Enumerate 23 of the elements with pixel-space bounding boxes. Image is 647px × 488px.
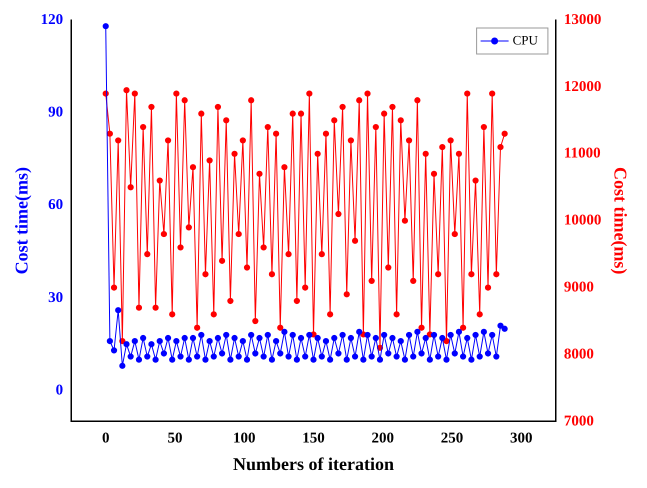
y-tick-label: 30 [48,290,64,306]
y2-tick-label: 7000 [564,413,594,430]
y2-tick-label: 12000 [564,78,602,95]
y-tick-label: 120 [40,12,64,28]
y-tick-label: 90 [48,104,64,121]
x-tick-label: 50 [167,430,182,446]
y2-tick-label: 11000 [564,146,601,162]
x-tick-label: 100 [232,430,256,446]
y-axis-title: Cost time(ms) [11,166,32,274]
y2-tick-label: 8000 [564,346,594,362]
x-tick-label: 200 [372,430,394,446]
y2-tick-label: 9000 [564,279,594,296]
x-tick-label: 0 [102,430,110,446]
legend-label: CPU [512,32,539,48]
y2-axis-title: Cost time(ms) [610,166,631,274]
x-tick-label: 300 [510,430,533,446]
y-tick-label: 60 [48,197,64,214]
x-tick-label: 150 [302,430,325,446]
y-tick-label: 0 [56,382,64,398]
x-axis-title: Numbers of iteration [233,454,394,474]
y2-tick-label: 13000 [564,12,602,28]
x-tick-label: 250 [440,430,464,446]
y2-tick-label: 10000 [564,212,602,229]
